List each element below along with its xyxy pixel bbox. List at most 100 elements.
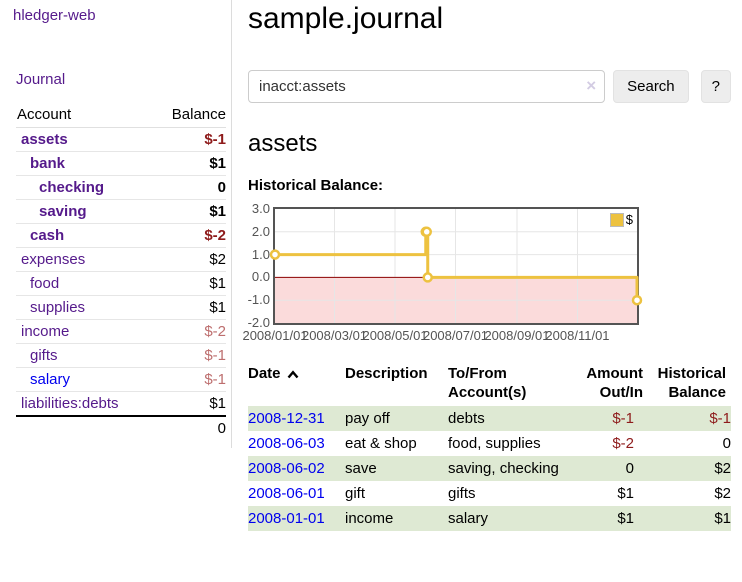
transaction-date-link[interactable]: 2008-06-01 bbox=[248, 485, 325, 502]
x-axis-tick-label: 2008/01/01 bbox=[242, 328, 308, 343]
transaction-amount: $-2 bbox=[612, 435, 634, 452]
clear-search-icon[interactable]: × bbox=[586, 75, 597, 95]
x-axis-tick-label: 2008/07/01 bbox=[422, 328, 489, 343]
account-link[interactable]: cash bbox=[30, 227, 65, 244]
x-axis-tick-label: 2008/05/01 bbox=[362, 328, 428, 343]
account-link[interactable]: gifts bbox=[30, 347, 58, 364]
transaction-balance: $1 bbox=[714, 510, 731, 527]
y-axis-tick-label: 2.0 bbox=[251, 223, 270, 239]
account-link[interactable]: food bbox=[30, 275, 60, 292]
register-header-amount: Amount Out/In bbox=[586, 365, 643, 401]
account-balance: $1 bbox=[209, 203, 226, 220]
x-axis-tick-label: 2008/11/01 bbox=[545, 328, 610, 343]
account-link[interactable]: saving bbox=[39, 203, 87, 220]
account-heading: assets bbox=[248, 130, 318, 157]
sort-ascending-icon bbox=[287, 370, 298, 379]
transaction-balance: $2 bbox=[714, 485, 731, 502]
transaction-description: income bbox=[345, 510, 394, 527]
register-header-date[interactable]: Date bbox=[248, 362, 345, 406]
account-link[interactable]: salary bbox=[30, 371, 71, 388]
account-row: expenses $2 bbox=[16, 248, 226, 272]
account-link[interactable]: bank bbox=[30, 155, 66, 172]
register-row: 2008-06-01 gift gifts $1 $2 bbox=[248, 481, 731, 506]
search-box: × bbox=[248, 70, 606, 103]
register-header-description: Description bbox=[345, 365, 428, 382]
transaction-accounts: debts bbox=[448, 410, 485, 427]
accounts-total-row: 0 bbox=[16, 415, 226, 440]
account-link[interactable]: income bbox=[21, 323, 70, 340]
account-row: gifts $-1 bbox=[16, 344, 226, 368]
chart-canvas bbox=[269, 209, 643, 323]
register-table: Date Description To/From Account(s) Amou… bbox=[248, 362, 731, 531]
y-axis-tick-label: 0.0 bbox=[251, 269, 270, 285]
account-row: salary $-1 bbox=[16, 368, 226, 392]
register-header-accounts: To/From Account(s) bbox=[448, 365, 527, 401]
register-header-row: Date Description To/From Account(s) Amou… bbox=[248, 362, 731, 406]
x-axis-tick-label: 2008/09/01 bbox=[484, 328, 550, 343]
account-balance: $1 bbox=[209, 299, 226, 316]
account-link[interactable]: checking bbox=[39, 179, 105, 196]
search-button[interactable]: Search bbox=[613, 70, 689, 103]
transaction-date-link[interactable]: 2008-12-31 bbox=[248, 410, 325, 427]
accounts-header-account: Account bbox=[17, 106, 72, 123]
x-axis-tick-label: 2008/03/01 bbox=[301, 328, 368, 343]
y-axis-tick-label: -1.0 bbox=[247, 292, 270, 308]
accounts-header-balance: Balance bbox=[171, 106, 226, 123]
transaction-amount: $1 bbox=[617, 485, 634, 502]
transaction-amount: $1 bbox=[617, 510, 634, 527]
account-balance: $1 bbox=[209, 275, 226, 292]
account-balance: $-2 bbox=[204, 323, 226, 340]
y-axis-tick-label: 3.0 bbox=[251, 201, 270, 216]
transaction-amount: $-1 bbox=[612, 410, 634, 427]
account-row: cash $-2 bbox=[16, 224, 226, 248]
register-row: 2008-06-02 save saving, checking 0 $2 bbox=[248, 456, 731, 481]
transaction-date-link[interactable]: 2008-01-01 bbox=[248, 510, 325, 527]
transaction-description: eat & shop bbox=[345, 435, 417, 452]
account-row: saving $1 bbox=[16, 200, 226, 224]
account-balance: $-1 bbox=[204, 347, 226, 364]
register-row: 2008-01-01 income salary $1 $1 bbox=[248, 506, 731, 531]
transaction-balance: 0 bbox=[722, 435, 731, 452]
search-help-button[interactable]: ? bbox=[700, 70, 731, 103]
account-balance: 0 bbox=[217, 179, 226, 196]
account-balance: $-1 bbox=[204, 371, 226, 388]
transaction-accounts: gifts bbox=[448, 485, 476, 502]
legend-label: $ bbox=[625, 212, 633, 227]
account-link[interactable]: liabilities:debts bbox=[21, 395, 119, 412]
account-row: bank $1 bbox=[16, 152, 226, 176]
account-balance: $-1 bbox=[204, 131, 226, 148]
transaction-accounts: salary bbox=[448, 510, 489, 527]
account-link[interactable]: supplies bbox=[30, 299, 86, 316]
transaction-description: save bbox=[345, 460, 377, 477]
sidebar-item-journal[interactable]: Journal bbox=[16, 71, 66, 88]
accounts-total-value: 0 bbox=[217, 420, 226, 437]
chart-title: Historical Balance: bbox=[248, 177, 384, 194]
chart-plot-area: $ bbox=[269, 207, 643, 325]
account-balance: $1 bbox=[209, 395, 226, 412]
sidebar: hledger-web Journal Account Balance asse… bbox=[0, 0, 232, 448]
y-axis-tick-label: 1.0 bbox=[251, 246, 270, 262]
transaction-amount: 0 bbox=[625, 460, 634, 477]
account-row: assets $-1 bbox=[16, 128, 226, 152]
transaction-date-link[interactable]: 2008-06-03 bbox=[248, 435, 325, 452]
register-row: 2008-06-03 eat & shop food, supplies $-2 0 bbox=[248, 431, 731, 456]
main-content: sample.journal × Search ? assets Histori… bbox=[232, 0, 742, 531]
account-row: supplies $1 bbox=[16, 296, 226, 320]
transaction-date-link[interactable]: 2008-06-02 bbox=[248, 460, 325, 477]
account-row: food $1 bbox=[16, 272, 226, 296]
account-link[interactable]: assets bbox=[21, 131, 68, 148]
account-row: income $-2 bbox=[16, 320, 226, 344]
page-title: sample.journal bbox=[248, 2, 444, 35]
search-input[interactable] bbox=[248, 70, 606, 103]
app-title-link[interactable]: hledger-web bbox=[13, 7, 96, 24]
transaction-balance: $-1 bbox=[709, 410, 731, 427]
register-header-balance: Historical Balance bbox=[657, 365, 726, 401]
transaction-accounts: food, supplies bbox=[448, 435, 541, 452]
accounts-table: Account Balance assets $-1 bank $1 checking 0… bbox=[16, 103, 226, 440]
transaction-description: gift bbox=[345, 485, 366, 502]
account-link[interactable]: expenses bbox=[21, 251, 86, 268]
transaction-balance: $2 bbox=[714, 460, 731, 477]
transaction-accounts: saving, checking bbox=[448, 460, 559, 477]
account-balance: $-2 bbox=[204, 227, 226, 244]
transaction-description: pay off bbox=[345, 410, 390, 427]
